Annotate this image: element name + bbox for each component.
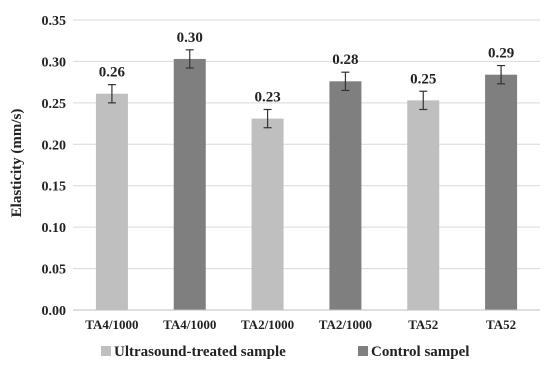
- labels: 0.26 TA4/1000 0.30 TA4/1000 0.23 TA2/1000 0.28…: [85, 30, 516, 332]
- bar: [407, 100, 440, 310]
- y-tick-label: 0.05: [42, 263, 67, 278]
- y-tick-label: 0.10: [42, 221, 67, 236]
- data-label: 0.30: [177, 30, 203, 46]
- y-tick-label: 0.15: [42, 180, 67, 195]
- data-label: 0.25: [410, 71, 436, 87]
- bar: [329, 81, 362, 310]
- data-label: 0.23: [254, 89, 280, 105]
- x-tick-label: TA2/1000: [319, 317, 372, 332]
- y-axis-title: Elasticity (mm/s): [9, 109, 25, 218]
- x-tick-label: TA52: [408, 317, 438, 332]
- legend-label: Control sampel: [371, 344, 469, 360]
- x-tick-label: TA52: [486, 317, 516, 332]
- legend: Ultrasound-treated sample Control sampel: [101, 344, 469, 360]
- y-tick-label: 0.00: [42, 304, 67, 319]
- x-tick-label: TA4/1000: [85, 317, 138, 332]
- error-bars: [107, 49, 506, 129]
- data-label: 0.29: [488, 46, 514, 62]
- legend-swatch: [358, 346, 368, 356]
- data-label: 0.28: [332, 52, 358, 68]
- legend-swatch: [101, 346, 111, 356]
- y-tick-label: 0.30: [42, 55, 67, 70]
- legend-label: Ultrasound-treated sample: [114, 344, 286, 360]
- x-tick-label: TA2/1000: [241, 317, 294, 332]
- y-tick-label: 0.20: [42, 138, 67, 153]
- axes: 0.00 0.05 0.10 0.15 0.20 0.25 0.30 0.35: [42, 14, 540, 319]
- bar: [95, 93, 128, 310]
- bar: [173, 58, 206, 310]
- y-tick-label: 0.35: [42, 14, 67, 29]
- x-tick-label: TA4/1000: [163, 317, 216, 332]
- data-label: 0.26: [99, 65, 126, 81]
- y-tick-label: 0.25: [42, 97, 67, 112]
- gridlines: [73, 19, 540, 270]
- bars: [95, 58, 518, 310]
- bar: [485, 74, 518, 310]
- bar: [251, 118, 284, 310]
